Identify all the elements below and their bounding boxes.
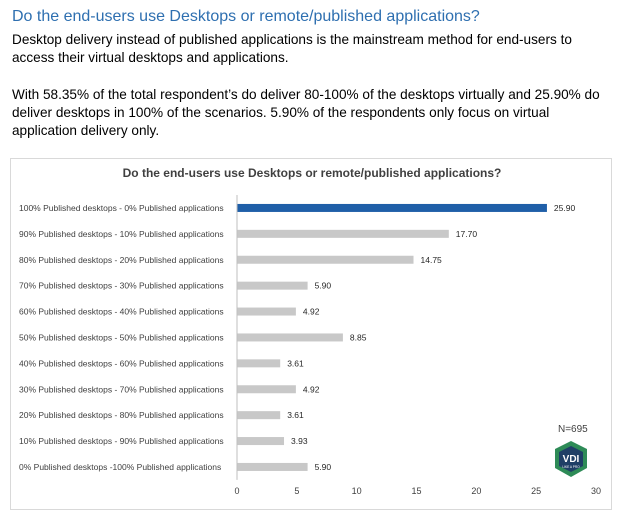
bar — [237, 385, 296, 394]
data-label: 3.61 — [287, 410, 304, 420]
data-label: 4.92 — [303, 384, 320, 394]
data-label: 3.61 — [287, 358, 304, 368]
intro-paragraph: Desktop delivery instead of published ap… — [12, 32, 572, 65]
bar — [237, 462, 308, 471]
svg-text:VDI: VDI — [563, 454, 580, 465]
x-tick-label: 30 — [591, 486, 601, 496]
category-label: 80% Published desktops - 20% Published a… — [19, 255, 224, 265]
bar — [237, 359, 281, 368]
category-label: 0% Published desktops -100% Published ap… — [19, 462, 221, 472]
category-label: 20% Published desktops - 80% Published a… — [19, 410, 224, 420]
bar — [237, 307, 296, 316]
chart-title: Do the end-users use Desktops or remote/… — [122, 166, 502, 180]
x-tick-label: 0 — [234, 486, 239, 496]
category-label: 70% Published desktops - 30% Published a… — [19, 281, 224, 291]
x-tick-label: 15 — [411, 486, 421, 496]
bar — [237, 255, 414, 264]
x-tick-label: 20 — [471, 486, 481, 496]
bar — [237, 281, 308, 290]
category-label: 10% Published desktops - 90% Published a… — [19, 436, 224, 446]
data-label: 25.90 — [554, 203, 576, 213]
x-tick-label: 25 — [531, 486, 541, 496]
bar — [237, 229, 449, 238]
x-tick-label: 5 — [294, 486, 299, 496]
svg-text:LIKE A PRO: LIKE A PRO — [562, 465, 580, 469]
category-label: 100% Published desktops - 0% Published a… — [19, 203, 224, 213]
page-heading: Do the end-users use Desktops or remote/… — [12, 8, 480, 25]
bar — [237, 437, 285, 446]
category-label: 40% Published desktops - 60% Published a… — [19, 358, 224, 368]
category-label: 60% Published desktops - 40% Published a… — [19, 307, 224, 317]
category-label: 50% Published desktops - 50% Published a… — [19, 332, 224, 342]
summary-paragraph: With 58.35% of the total respondent’s do… — [12, 87, 600, 138]
category-label: 30% Published desktops - 70% Published a… — [19, 384, 224, 394]
data-label: 8.85 — [350, 332, 367, 342]
data-label: 5.90 — [315, 281, 332, 291]
bar — [237, 333, 343, 342]
bar — [237, 203, 547, 212]
data-label: 3.93 — [291, 436, 308, 446]
data-label: 17.70 — [456, 229, 478, 239]
vdi-like-a-pro-logo: VDI LIKE A PRO — [553, 440, 589, 478]
data-label: 4.92 — [303, 307, 320, 317]
x-tick-label: 10 — [352, 486, 362, 496]
category-label: 90% Published desktops - 10% Published a… — [19, 229, 224, 239]
bar — [237, 411, 281, 420]
data-label: 5.90 — [315, 462, 332, 472]
data-label: 14.75 — [421, 255, 443, 265]
sample-size-label: N=695 — [558, 424, 588, 435]
